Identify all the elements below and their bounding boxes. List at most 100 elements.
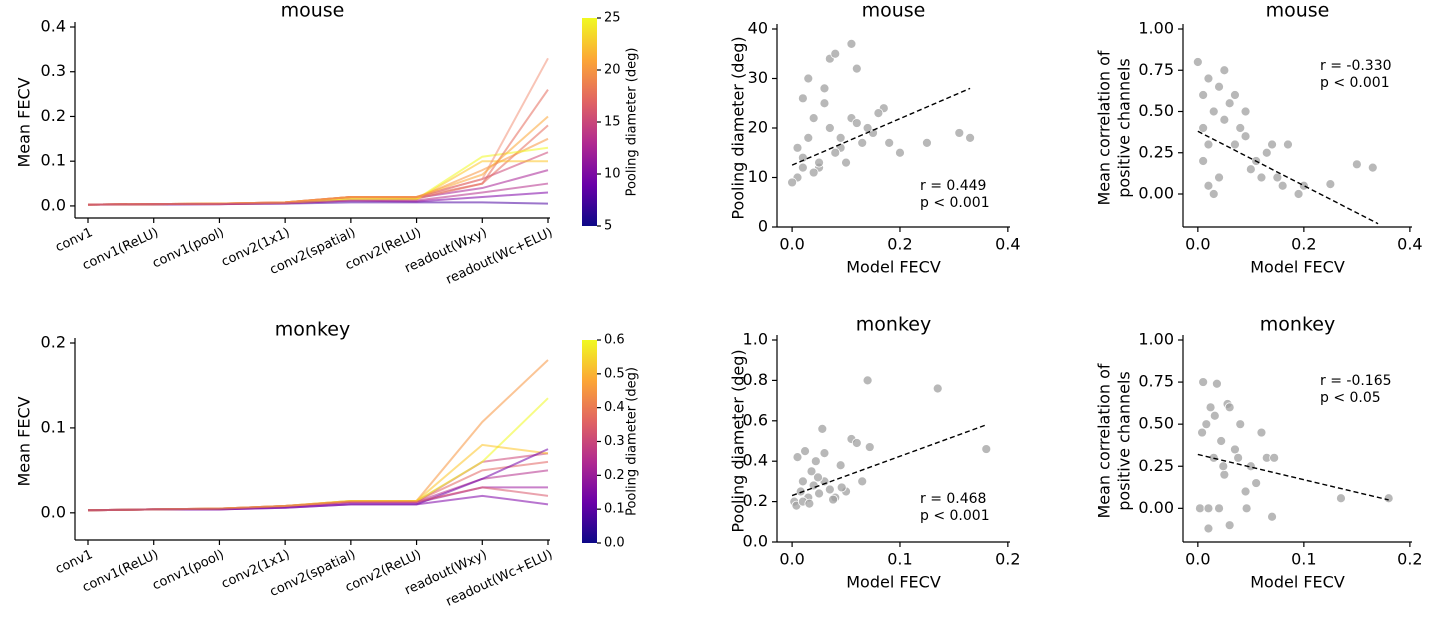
fit-line bbox=[1197, 453, 1389, 501]
scatter-point bbox=[1256, 172, 1267, 183]
series-line bbox=[87, 448, 549, 512]
y-axis-label: positive channels bbox=[1115, 58, 1134, 198]
scatter-point bbox=[810, 456, 821, 467]
colorbar bbox=[582, 340, 597, 543]
scatter-point bbox=[1214, 81, 1224, 92]
y-tick-label: 0.8 bbox=[743, 370, 768, 389]
y-tick-label: 0.00 bbox=[1138, 184, 1174, 203]
scatter-point bbox=[792, 452, 803, 463]
scatter-point bbox=[1208, 106, 1219, 117]
scatter-point bbox=[804, 498, 815, 509]
y-tick-label: 20 bbox=[748, 118, 768, 137]
scatter-point bbox=[1230, 444, 1240, 455]
series-line bbox=[87, 137, 549, 206]
x-tick-label: 0.4 bbox=[1397, 235, 1422, 254]
y-tick-label: 0.50 bbox=[1138, 414, 1174, 433]
annotation: r = 0.468 bbox=[920, 491, 986, 507]
y-tick-label: 0.2 bbox=[41, 333, 66, 352]
scatter-point bbox=[830, 147, 841, 158]
fit-line bbox=[791, 424, 987, 497]
colorbar-tick-label: 10 bbox=[604, 167, 621, 182]
scatter-point bbox=[1224, 520, 1235, 531]
scatter-point bbox=[1219, 65, 1230, 76]
y-tick-label: 0.0 bbox=[41, 195, 66, 214]
scatter-point bbox=[1203, 180, 1214, 191]
colorbar-tick-label: 0.2 bbox=[604, 468, 625, 483]
chart-title: mouse bbox=[1266, 0, 1330, 22]
scatter-point bbox=[857, 476, 868, 487]
x-tick-label: 0.2 bbox=[995, 550, 1020, 569]
series-line bbox=[87, 182, 549, 206]
colorbar-tick-label: 0.3 bbox=[604, 434, 625, 449]
scatter-point bbox=[795, 486, 806, 497]
scatter-point bbox=[846, 38, 857, 49]
scatter-point bbox=[1208, 189, 1219, 199]
series-line bbox=[87, 443, 549, 512]
y-tick-label: 0.6 bbox=[743, 410, 768, 429]
x-tick-label: conv1 bbox=[53, 225, 95, 255]
colorbar bbox=[582, 18, 597, 226]
scatter-point bbox=[864, 442, 875, 452]
scatter-point bbox=[836, 482, 847, 493]
series-line bbox=[87, 115, 549, 206]
scatter-point bbox=[1325, 179, 1336, 190]
chart-title: monkey bbox=[1260, 314, 1335, 336]
scatter-point bbox=[873, 108, 884, 119]
y-tick-label: 0.00 bbox=[1138, 498, 1174, 517]
scatter-point bbox=[808, 167, 819, 178]
scatter-point bbox=[884, 137, 895, 148]
colorbar-label: Pooling diameter (deg) bbox=[625, 48, 640, 197]
scatter-point bbox=[1251, 478, 1262, 488]
x-tick-label: 0.0 bbox=[1185, 550, 1210, 569]
y-axis-label: Mean correlation of bbox=[1095, 50, 1114, 205]
scatter-point bbox=[862, 123, 873, 133]
x-tick-label: readout(Wc+ELU) bbox=[444, 547, 555, 610]
y-tick-label: 0.50 bbox=[1138, 101, 1174, 120]
scatter-point bbox=[851, 63, 862, 74]
y-tick-label: 0.75 bbox=[1138, 60, 1174, 79]
y-tick-label: 0.4 bbox=[743, 451, 768, 470]
scatter-point bbox=[813, 472, 823, 483]
scatter-point bbox=[1367, 162, 1378, 173]
x-tick-label: conv1(pool) bbox=[150, 225, 226, 271]
x-tick-label: 0.1 bbox=[1291, 550, 1316, 569]
scatter-point bbox=[808, 113, 819, 123]
scatter-point bbox=[819, 448, 830, 459]
scatter-point bbox=[1240, 106, 1251, 117]
chart-title: mouse bbox=[281, 0, 345, 22]
y-tick-label: 0.2 bbox=[41, 106, 66, 125]
series-line bbox=[87, 89, 549, 206]
x-tick-label: conv1 bbox=[53, 547, 95, 577]
series-line bbox=[87, 452, 549, 512]
colorbar-tick-label: 15 bbox=[604, 115, 621, 130]
scatter-point bbox=[851, 118, 862, 128]
scatter-point bbox=[803, 132, 814, 143]
scatter-point bbox=[828, 494, 838, 505]
y-tick-label: 1.00 bbox=[1138, 330, 1174, 349]
scatter-point bbox=[1351, 159, 1362, 170]
x-axis-label: Model FECV bbox=[1250, 573, 1345, 592]
scatter-point bbox=[1214, 172, 1224, 183]
y-tick-label: 0.1 bbox=[41, 417, 66, 436]
scatter-point bbox=[797, 93, 808, 104]
x-axis-label: Model FECV bbox=[846, 258, 941, 277]
series-line bbox=[87, 57, 549, 206]
y-tick-label: 30 bbox=[748, 68, 768, 87]
scatter-point bbox=[1203, 73, 1214, 84]
scatter-point bbox=[857, 137, 868, 148]
scatter-point bbox=[835, 460, 846, 471]
scatter-point bbox=[851, 438, 862, 448]
x-tick-label: 0.2 bbox=[1291, 235, 1316, 254]
y-tick-label: 0.3 bbox=[41, 61, 66, 80]
colorbar-tick-label: 0.5 bbox=[604, 366, 625, 381]
scatter-point bbox=[1195, 503, 1205, 514]
colorbar-tick-label: 0.4 bbox=[604, 400, 625, 415]
scatter-point bbox=[1198, 90, 1209, 100]
colorbar-tick-label: 0.1 bbox=[604, 502, 625, 517]
colorbar-tick-label: 5 bbox=[604, 219, 612, 234]
scatter-point bbox=[1224, 98, 1235, 109]
annotation: p < 0.001 bbox=[920, 508, 990, 524]
scatter-point bbox=[981, 444, 992, 454]
scatter-point bbox=[1241, 503, 1252, 514]
scatter-point bbox=[1219, 114, 1230, 125]
